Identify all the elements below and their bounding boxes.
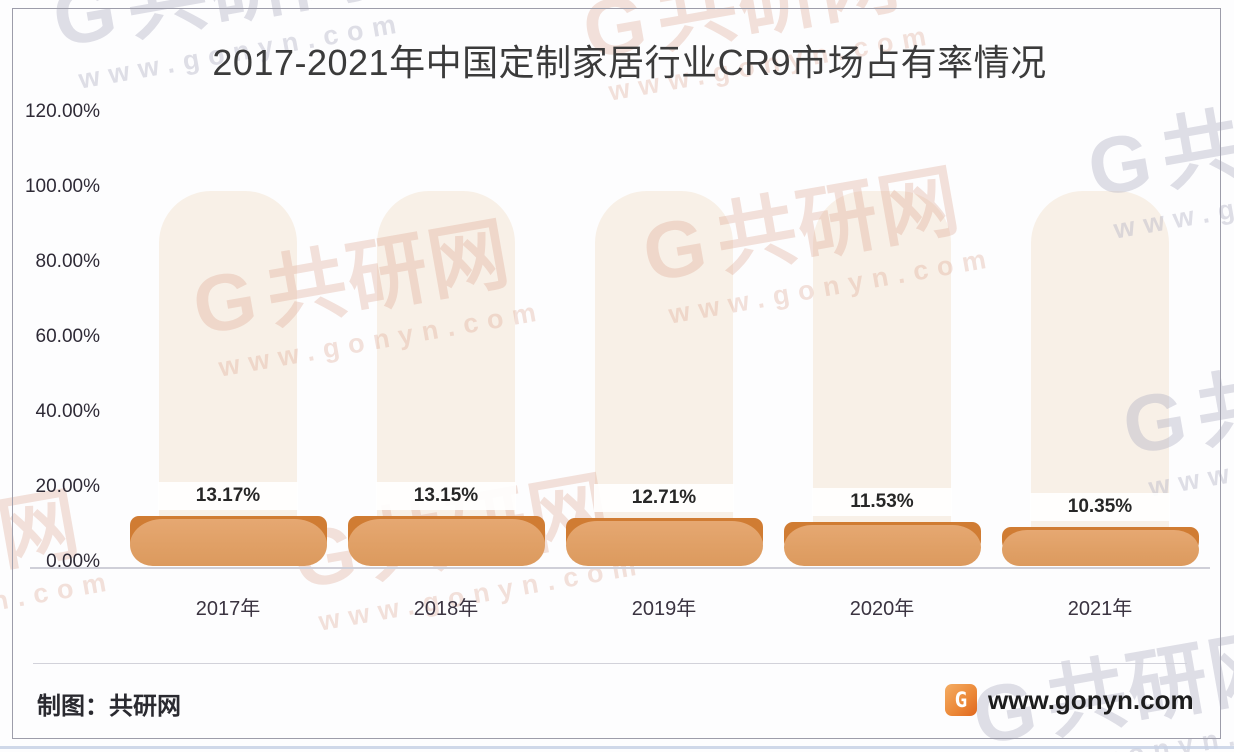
bar [1001, 527, 1199, 566]
window-bottom-edge [0, 746, 1234, 749]
y-axis-tick-label: 0.00% [46, 551, 100, 572]
bar-body [565, 521, 763, 566]
bar-body [783, 525, 981, 566]
bar [129, 516, 327, 566]
watermark-brand: 共研网 [1039, 618, 1234, 749]
chart-credit: 制图：共研网 [37, 693, 181, 720]
footer-website: www.gonyn.com [988, 685, 1194, 715]
bar-value-label: 10.35% [1030, 493, 1170, 521]
bar-value-label: 11.53% [812, 488, 952, 516]
footer-divider [33, 663, 1187, 664]
y-axis-tick-label: 100.00% [24, 176, 100, 197]
bar [565, 518, 763, 566]
bar-body [347, 519, 545, 566]
bar-body [1001, 530, 1199, 566]
bar-value-label: 13.17% [158, 482, 298, 510]
bar [347, 516, 545, 566]
y-axis-tick-label: 40.00% [35, 401, 100, 422]
watermark-brand: 共研网 [1154, 70, 1234, 201]
y-axis-tick-label: 80.00% [35, 251, 100, 272]
x-axis-category-label: 2018年 [413, 598, 479, 620]
gonyn-logo: G [945, 684, 977, 716]
y-axis-tick-label: 120.00% [24, 101, 100, 122]
y-axis-tick-label: 60.00% [35, 326, 100, 347]
x-axis-line [30, 567, 1210, 569]
watermark-url: www.gonyn.com [0, 565, 118, 653]
x-axis-category-label: 2019年 [631, 598, 697, 620]
gonyn-logo-letter: G [954, 687, 968, 712]
x-axis-category-label: 2021年 [1067, 598, 1133, 620]
x-axis-category-label: 2017年 [195, 598, 261, 620]
chart-title: 2017-2021年中国定制家居行业CR9市场占有率情况 [212, 42, 1047, 83]
bar-body [129, 519, 327, 566]
bar-value-label: 13.15% [376, 482, 516, 510]
bar [783, 522, 981, 566]
x-axis-category-label: 2020年 [849, 598, 915, 620]
watermark-brand: 共研网 [1189, 328, 1234, 459]
bar-value-label: 12.71% [594, 484, 734, 512]
y-axis-tick-label: 20.00% [35, 476, 100, 497]
